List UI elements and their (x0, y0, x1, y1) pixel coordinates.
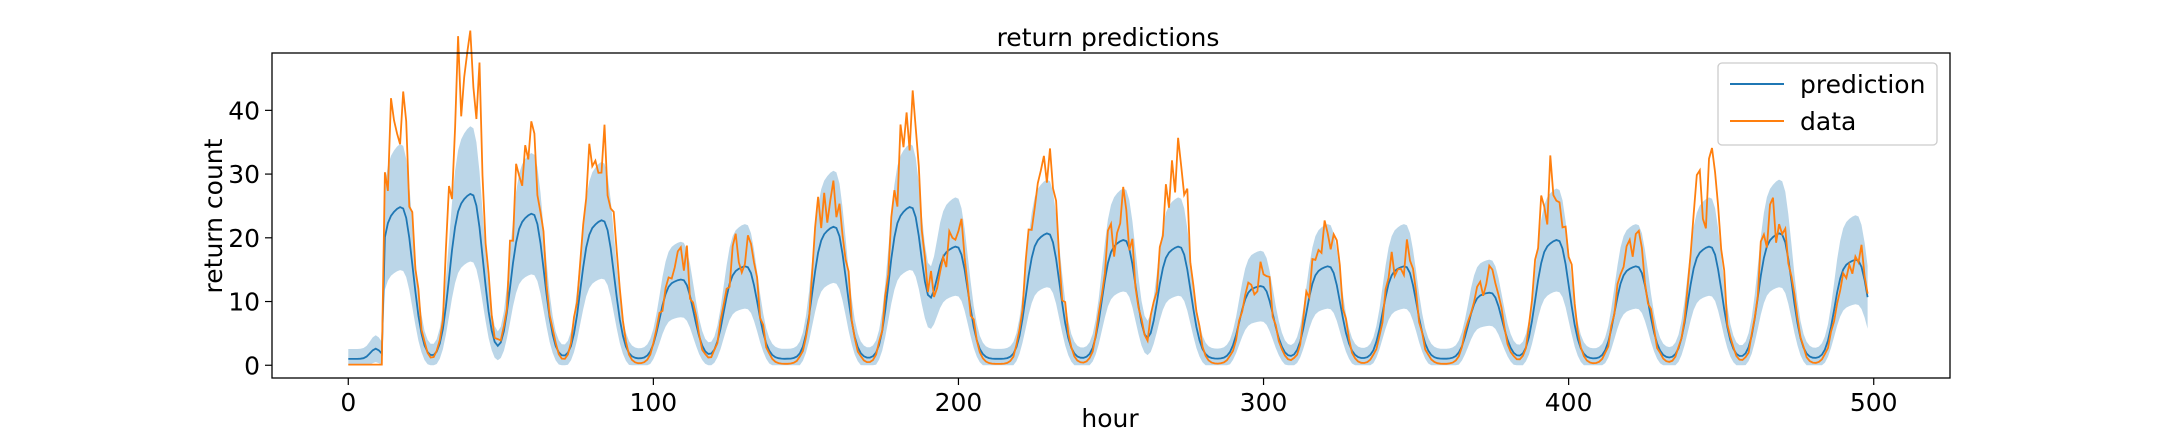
legend: prediction data (1717, 62, 1938, 146)
x-axis-ticks: 0 100 200 300 400 500 (340, 378, 1898, 417)
chart-title: return predictions (997, 23, 1220, 52)
series-lines-layer (348, 30, 1869, 366)
x-tick-label: 300 (1240, 388, 1288, 417)
y-tick-label: 0 (244, 351, 260, 380)
x-axis-label: hour (1081, 404, 1139, 432)
x-tick-label: 500 (1850, 388, 1898, 417)
y-tick-label: 20 (228, 224, 260, 253)
y-tick-label: 30 (228, 160, 260, 189)
series-line-data (348, 30, 1869, 366)
prediction-confidence-band (348, 126, 1868, 366)
x-tick-label: 100 (630, 388, 678, 417)
y-axis-ticks: 0 10 20 30 40 (228, 96, 272, 380)
y-tick-label: 10 (228, 288, 260, 317)
legend-label-prediction: prediction (1800, 70, 1925, 99)
y-axis-label: return count (199, 138, 228, 293)
x-tick-label: 200 (935, 388, 983, 417)
plot-frame (271, 52, 1951, 379)
x-tick-label: 400 (1545, 388, 1593, 417)
confidence-band-layer (348, 126, 1868, 366)
legend-label-data: data (1800, 107, 1856, 136)
x-tick-label: 0 (340, 388, 356, 417)
y-tick-label: 40 (228, 96, 260, 125)
